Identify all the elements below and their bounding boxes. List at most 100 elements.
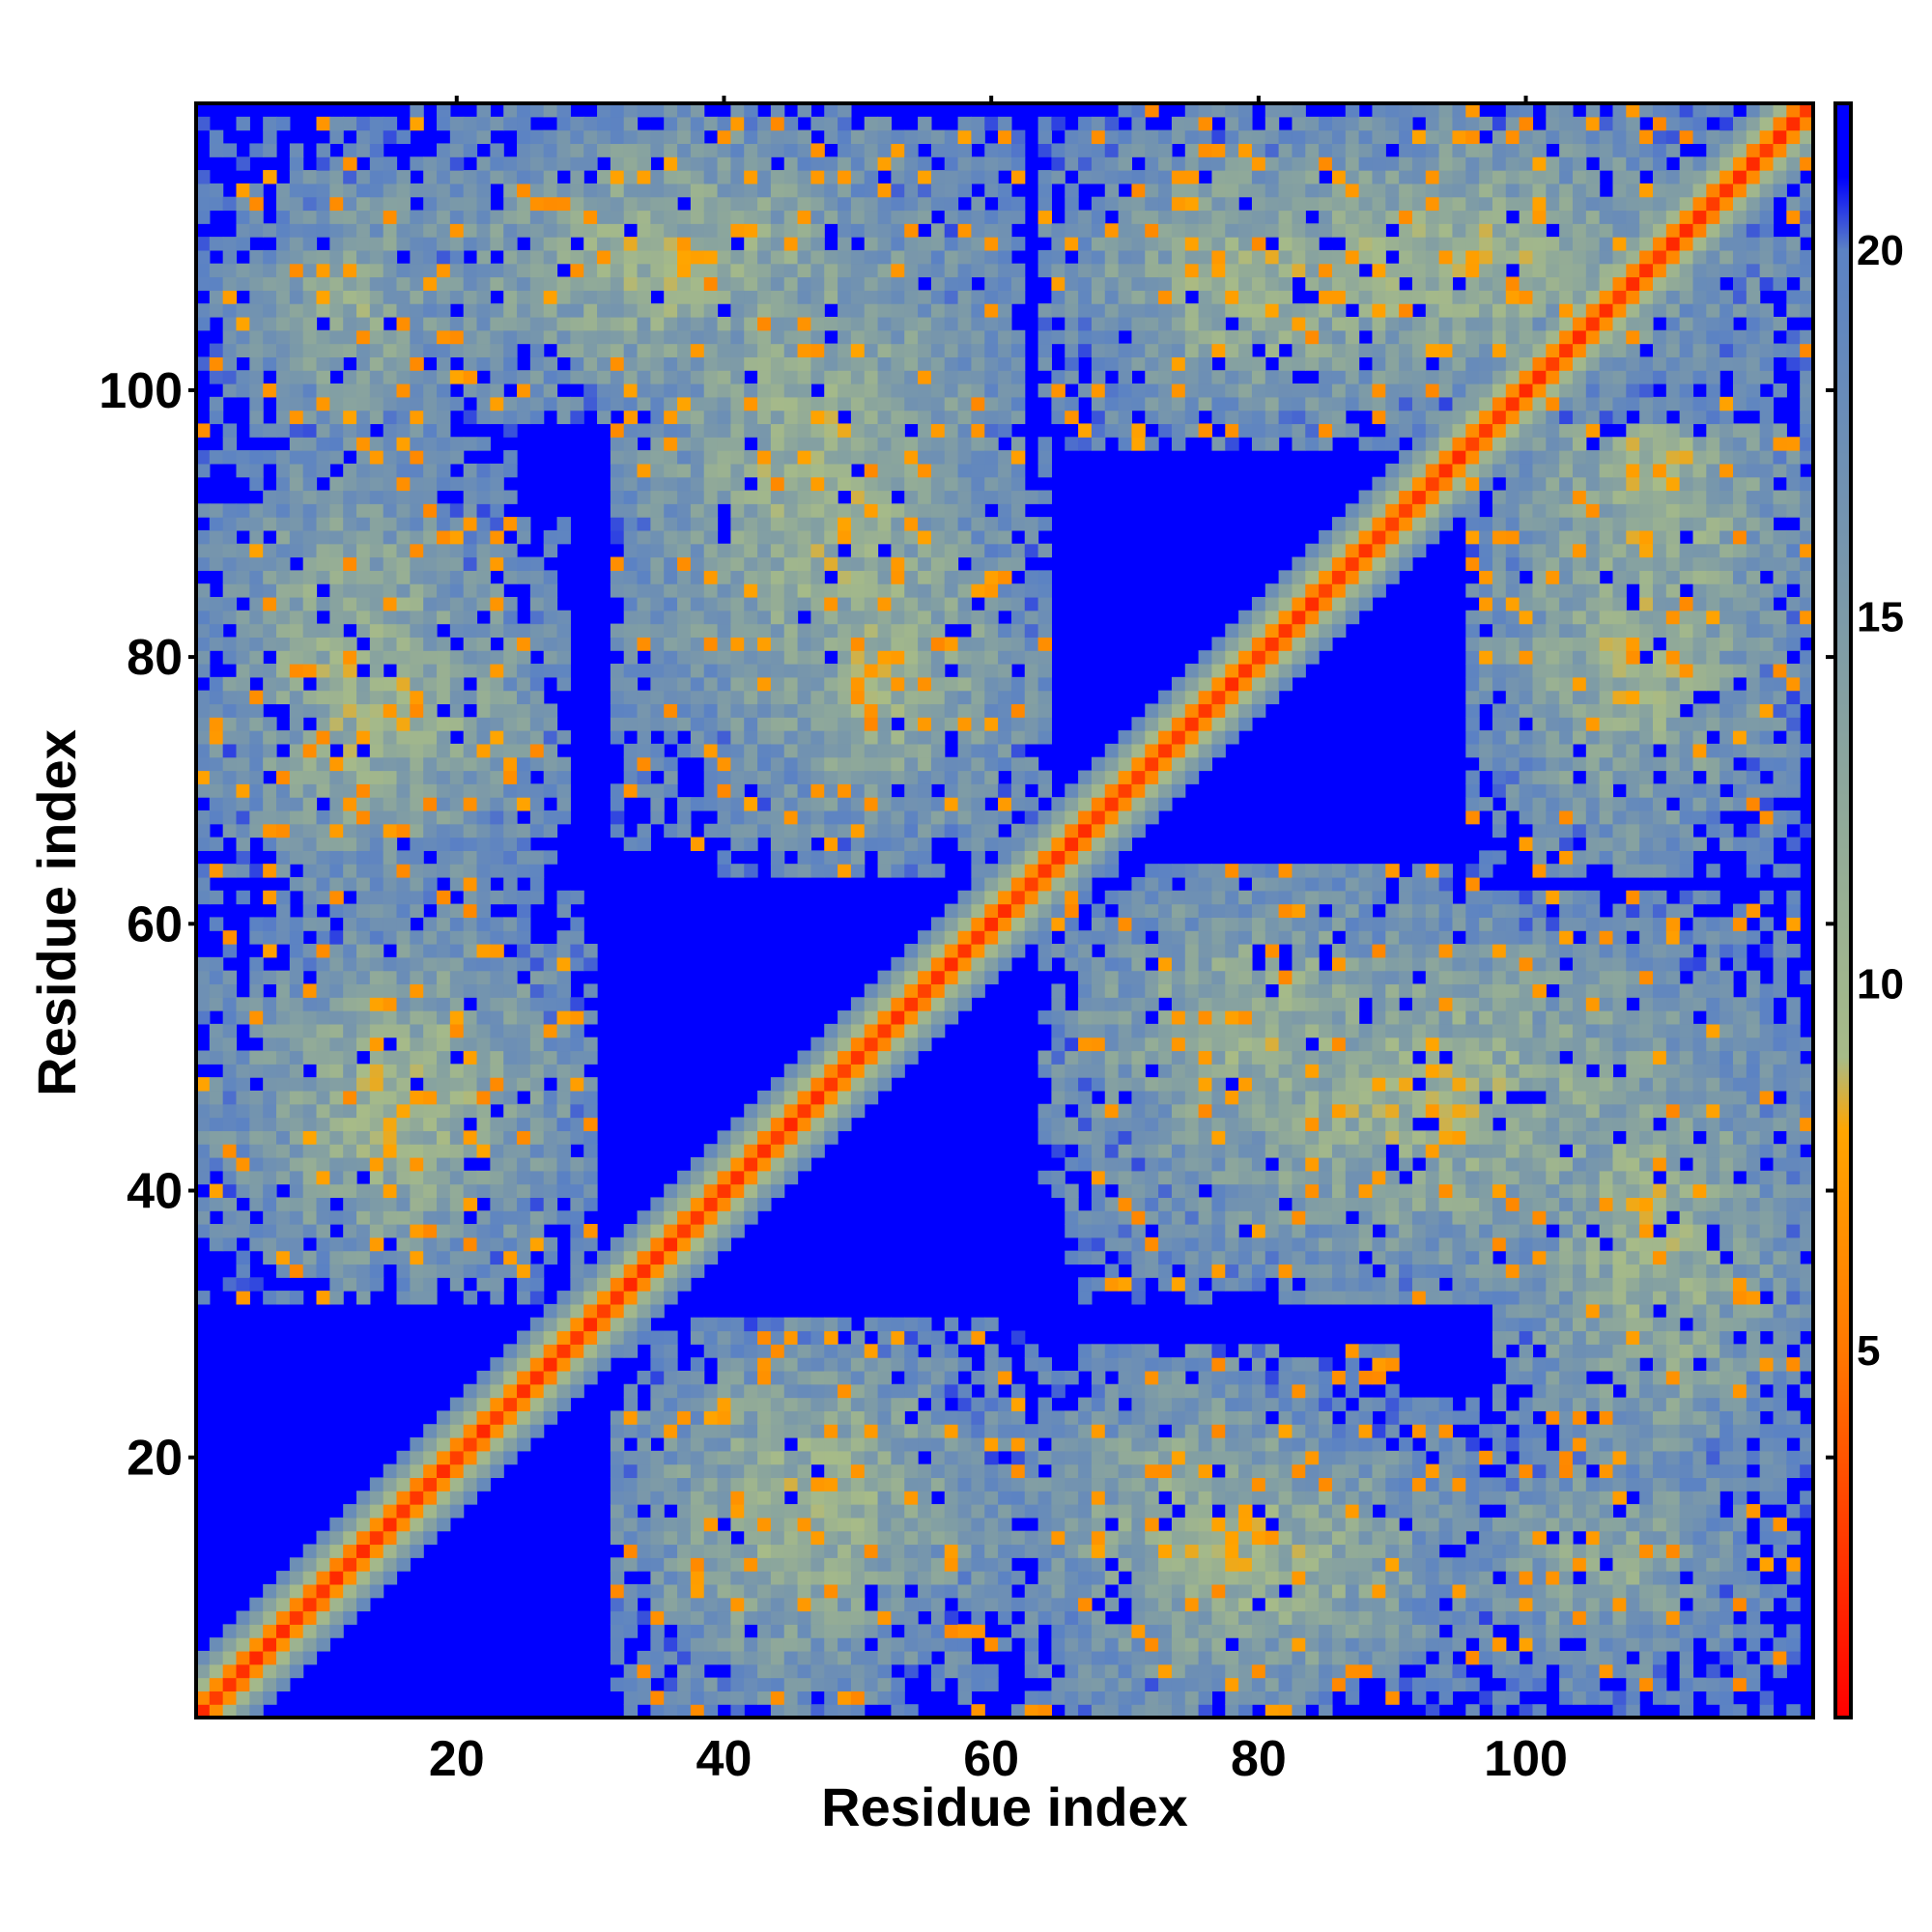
heatmap-cell: [437, 156, 451, 171]
heatmap-cell: [302, 356, 318, 371]
heatmap-cell: [263, 116, 277, 131]
heatmap-cell: [797, 1704, 811, 1719]
heatmap-cell: [918, 210, 932, 224]
heatmap-cell: [423, 596, 438, 611]
heatmap-cell: [770, 730, 785, 745]
heatmap-cell: [650, 623, 665, 638]
heatmap-cell: [597, 384, 611, 398]
heatmap-cell: [730, 1504, 745, 1519]
heatmap-cell: [904, 1436, 919, 1452]
heatmap-cell: [383, 1504, 398, 1519]
heatmap-cell: [289, 370, 304, 384]
heatmap-cell: [396, 664, 411, 678]
heatmap-cell: [423, 1236, 438, 1252]
heatmap-cell: [797, 1610, 811, 1625]
heatmap-cell: [316, 1130, 330, 1145]
heatmap-cell: [797, 543, 811, 558]
heatmap-cell: [918, 1624, 932, 1638]
heatmap-cell: [984, 676, 999, 692]
heatmap-cell: [343, 143, 357, 157]
heatmap-cell: [904, 956, 919, 972]
heatmap-cell: [476, 276, 491, 291]
heatmap-cell: [302, 543, 318, 558]
heatmap-cell: [783, 116, 799, 131]
heatmap-cell: [957, 183, 973, 198]
heatmap-cell: [476, 503, 491, 518]
heatmap-cell: [410, 944, 424, 958]
heatmap-cell: [891, 583, 905, 598]
heatmap-cell: [730, 210, 745, 224]
heatmap-cell: [810, 170, 825, 185]
heatmap-cell: [517, 1170, 531, 1185]
heatmap-cell: [263, 583, 277, 598]
heatmap-cell: [570, 1264, 584, 1278]
heatmap-cell: [383, 717, 398, 731]
heatmap-cell: [957, 570, 973, 584]
heatmap-cell: [356, 1224, 371, 1238]
heatmap-cell: [690, 223, 705, 238]
heatmap-cell: [423, 384, 438, 398]
heatmap-cell: [396, 1264, 411, 1278]
heatmap-cell: [850, 1491, 866, 1505]
heatmap-cell: [316, 450, 330, 465]
heatmap-cell: [810, 556, 825, 571]
heatmap-cell: [396, 210, 411, 224]
heatmap-cell: [891, 1491, 905, 1505]
heatmap-cell: [944, 384, 959, 398]
heatmap-cell: [356, 1197, 371, 1211]
heatmap-cell: [810, 1330, 825, 1345]
heatmap-cell: [222, 703, 238, 718]
heatmap-cell: [904, 1571, 919, 1585]
heatmap-cell: [930, 583, 946, 598]
heatmap-cell: [437, 1130, 451, 1145]
heatmap-cell: [302, 196, 318, 212]
heatmap-cell: [209, 410, 224, 425]
heatmap-cell: [637, 1517, 651, 1532]
heatmap-cell: [797, 343, 811, 357]
heatmap-cell: [838, 437, 852, 451]
heatmap-cell: [276, 116, 291, 131]
heatmap-cell: [770, 717, 785, 731]
heatmap-cell: [289, 223, 304, 238]
heatmap-cell: [410, 903, 424, 919]
heatmap-cell: [877, 756, 892, 772]
heatmap-cell: [690, 1210, 705, 1225]
heatmap-cell: [930, 1357, 946, 1372]
heatmap-cell: [971, 170, 985, 185]
heatmap-cell: [503, 610, 518, 625]
heatmap-cell: [449, 437, 465, 451]
heatmap-cell: [529, 223, 545, 238]
heatmap-cell: [449, 143, 465, 157]
heatmap-cell: [276, 1610, 291, 1625]
heatmap-cell: [677, 170, 692, 185]
heatmap-cell: [918, 610, 932, 625]
heatmap-cell: [770, 850, 785, 865]
heatmap-cell: [423, 1156, 438, 1172]
heatmap-cell: [369, 476, 384, 492]
heatmap-cell: [824, 1491, 838, 1505]
heatmap-cell: [490, 1023, 504, 1038]
heatmap-cell: [930, 143, 946, 157]
heatmap-cell: [463, 823, 478, 838]
heatmap-cell: [396, 543, 411, 558]
heatmap-cell: [209, 610, 224, 625]
heatmap-cell: [744, 570, 758, 584]
heatmap-cell: [449, 543, 465, 558]
heatmap-cell: [289, 1010, 304, 1025]
heatmap-cell: [396, 823, 411, 838]
heatmap-cell: [369, 956, 384, 972]
heatmap-cell: [423, 690, 438, 705]
heatmap-cell: [410, 410, 424, 425]
heatmap-cell: [263, 556, 277, 571]
heatmap-cell: [517, 103, 531, 118]
heatmap-cell: [556, 783, 571, 798]
heatmap-cell: [783, 437, 799, 451]
heatmap-cell: [329, 263, 344, 278]
heatmap-cell: [744, 1477, 758, 1492]
heatmap-cell: [503, 730, 518, 745]
heatmap-cell: [503, 463, 518, 478]
heatmap-cell: [503, 249, 518, 265]
heatmap-cell: [744, 583, 758, 598]
heatmap-cell: [904, 1477, 919, 1492]
heatmap-cell: [904, 1530, 919, 1546]
